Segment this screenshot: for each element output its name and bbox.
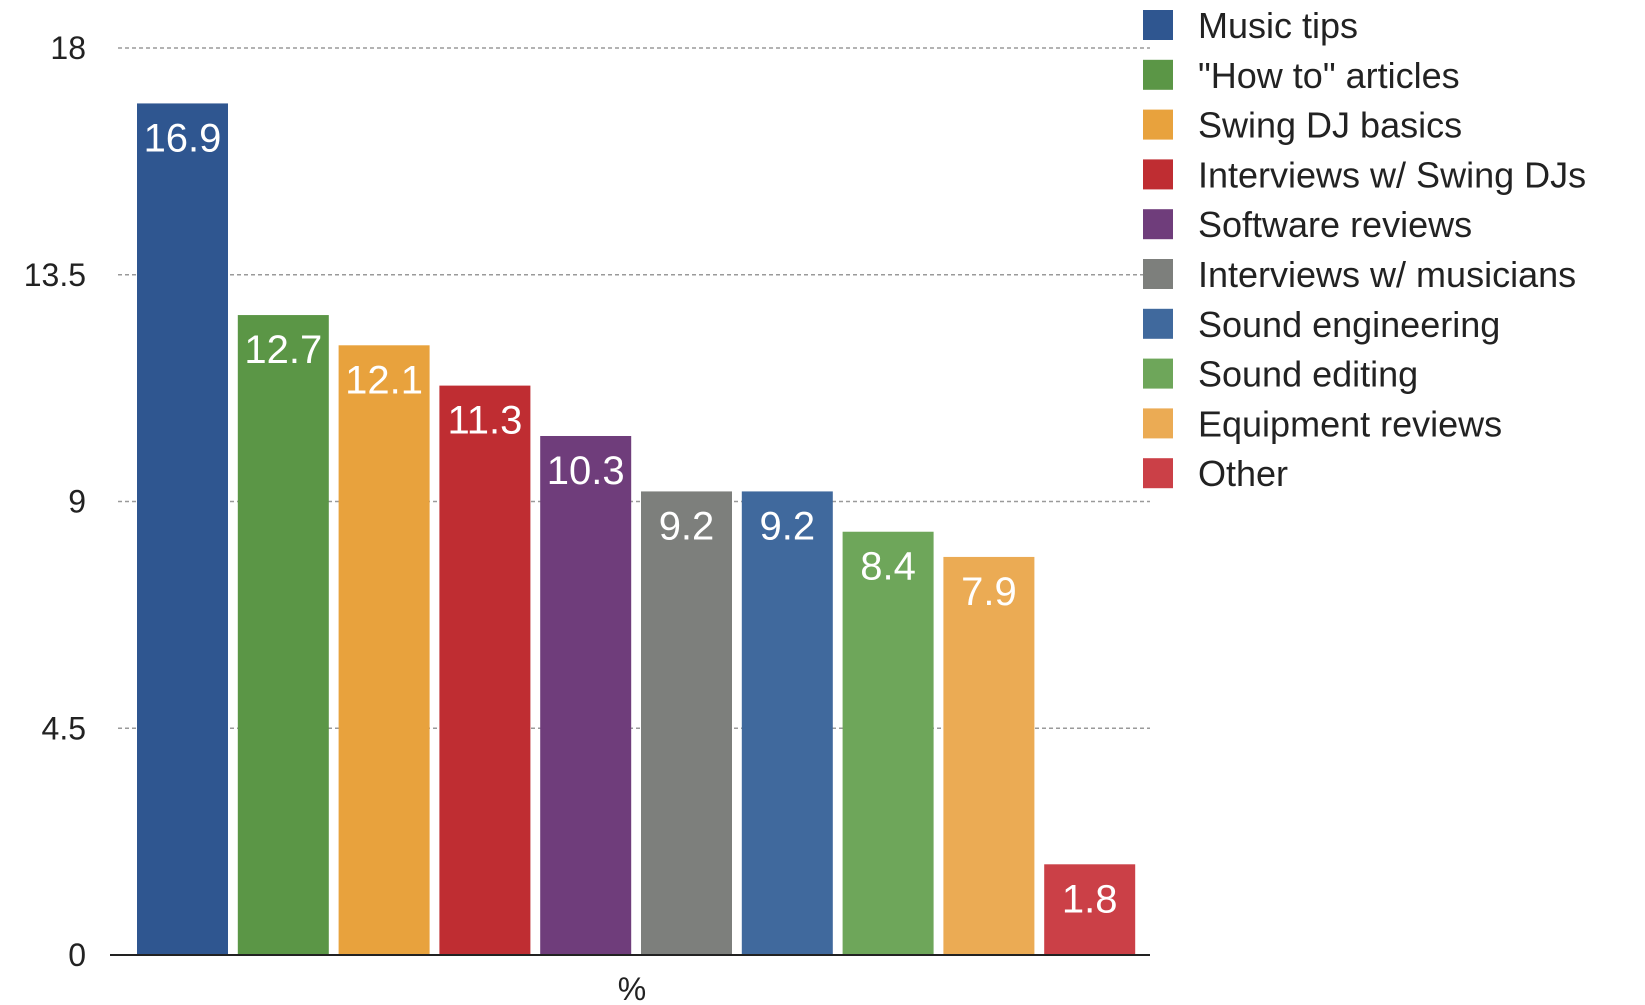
- legend-label: Sound editing: [1198, 354, 1418, 395]
- legend: Music tips "How to" articles Swing DJ basi…: [1143, 5, 1586, 494]
- bar-value-label: 9.2: [759, 504, 815, 548]
- bar: [741, 491, 833, 955]
- bar-value-label: 12.1: [345, 358, 423, 402]
- legend-label: Interviews w/ musicians: [1198, 254, 1576, 295]
- bar: [540, 435, 632, 955]
- legend-label: Swing DJ basics: [1198, 105, 1462, 146]
- legend-swatch: [1143, 259, 1173, 289]
- y-tick-label: 4.5: [42, 710, 86, 746]
- legend-swatch: [1143, 308, 1173, 339]
- bar: [237, 315, 329, 955]
- bar-value-label: 9.2: [659, 504, 715, 548]
- bar-value-labels: 16.9 12.7 12.1 11.3 10.3 9.2 9.2 8.4 7.9 1.8: [144, 116, 1118, 921]
- legend-swatch: [1143, 209, 1173, 240]
- legend-label: Equipment reviews: [1198, 403, 1502, 444]
- legend-swatch: [1143, 408, 1173, 439]
- bar: [641, 491, 732, 955]
- legend-label: Interviews w/ Swing DJs: [1198, 154, 1586, 195]
- bar-value-label: 10.3: [547, 449, 625, 493]
- legend-swatch: [1143, 59, 1173, 90]
- bar: [338, 345, 430, 955]
- legend-label: Sound engineering: [1198, 304, 1500, 345]
- bar-value-label: 11.3: [447, 399, 522, 443]
- x-axis-label: %: [618, 971, 646, 1005]
- y-tick-label: 13.5: [24, 257, 86, 293]
- bar: [1044, 864, 1136, 955]
- bar: [943, 556, 1035, 955]
- bar-value-label: 1.8: [1062, 877, 1118, 921]
- bar-value-label: 8.4: [860, 545, 916, 589]
- bars: [137, 103, 1136, 955]
- y-tick-label: 0: [68, 937, 86, 973]
- legend-label: "How to" articles: [1198, 55, 1460, 96]
- legend-label: Other: [1198, 453, 1288, 494]
- legend-swatch: [1143, 458, 1173, 489]
- bar-value-label: 16.9: [144, 116, 222, 160]
- y-tick-label: 18: [50, 30, 86, 66]
- legend-label: Software reviews: [1198, 204, 1472, 245]
- bar: [137, 103, 228, 955]
- y-tick-label: 9: [68, 484, 86, 520]
- legend-swatch: [1143, 10, 1173, 40]
- bar-value-label: 12.7: [244, 328, 322, 372]
- legend-label: Music tips: [1198, 5, 1358, 46]
- bar: [842, 531, 934, 955]
- bar-value-label: 7.9: [961, 570, 1017, 614]
- y-axis-ticks: 0 4.5 9 13.5 18: [24, 30, 86, 973]
- legend-swatch: [1143, 109, 1173, 140]
- legend-swatch: [1143, 159, 1173, 190]
- legend-swatch: [1143, 358, 1173, 389]
- bar: [439, 385, 531, 955]
